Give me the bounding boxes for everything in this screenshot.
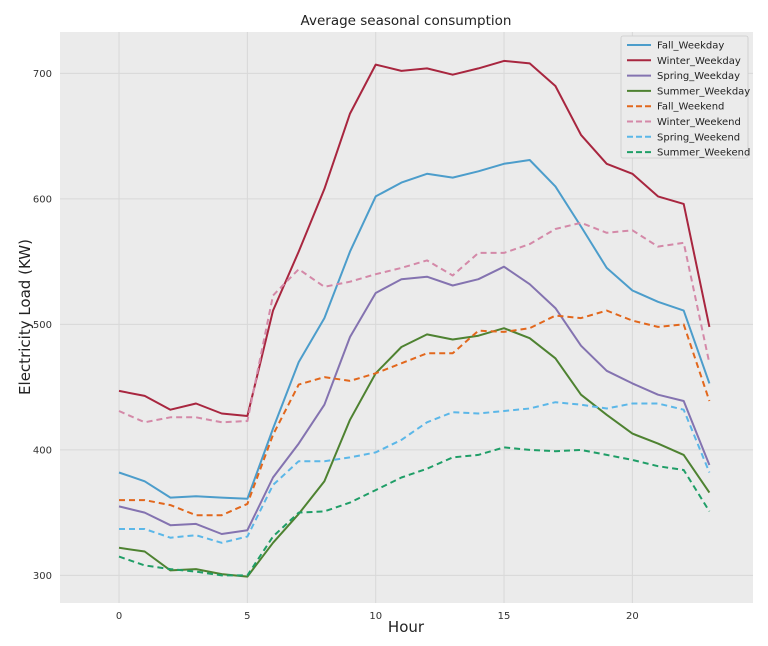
- legend-label: Spring_Weekday: [657, 71, 740, 82]
- chart-title: Average seasonal consumption: [301, 13, 512, 29]
- y-axis-title: Electricity Load (KW): [16, 239, 34, 395]
- legend-label: Summer_Weekend: [657, 148, 750, 159]
- x-tick-label: 5: [244, 611, 250, 622]
- legend-label: Spring_Weekend: [657, 132, 740, 143]
- legend-label: Winter_Weekend: [657, 117, 741, 128]
- legend-label: Fall_Weekday: [657, 41, 724, 52]
- x-tick-label: 10: [369, 611, 382, 622]
- series-line-winter-weekend: [118, 221, 711, 424]
- tick-labels: 0 5 10 15 20 300 400 500 600 700: [33, 69, 639, 622]
- y-tick-label: 300: [33, 571, 52, 582]
- legend-label: Winter_Weekday: [657, 56, 741, 67]
- x-tick-label: 15: [498, 611, 511, 622]
- series-line-spring-weekday: [118, 265, 711, 535]
- series-group: [118, 59, 711, 578]
- legend-label: Fall_Weekend: [657, 102, 724, 113]
- y-tick-label: 400: [33, 445, 52, 456]
- y-tick-label: 700: [33, 69, 52, 80]
- series-line-winter-weekday: [118, 59, 711, 417]
- series-line-fall-weekend: [119, 309, 711, 517]
- legend-label: Summer_Weekday: [657, 86, 750, 97]
- y-tick-label: 600: [33, 194, 52, 205]
- y-tick-label: 500: [33, 320, 52, 331]
- legend-box: [620, 35, 749, 159]
- x-axis-title: Hour: [388, 618, 425, 636]
- series-line-spring-weekend: [119, 401, 711, 544]
- series-line-fall-weekday: [118, 159, 711, 500]
- series-line-summer-weekday: [118, 327, 711, 578]
- legend: Fall_Weekday Winter_Weekday Spring_Weekday…: [620, 35, 750, 159]
- x-tick-label: 20: [626, 611, 639, 622]
- x-tick-label: 0: [116, 611, 122, 622]
- series-line-summer-weekend: [118, 446, 711, 577]
